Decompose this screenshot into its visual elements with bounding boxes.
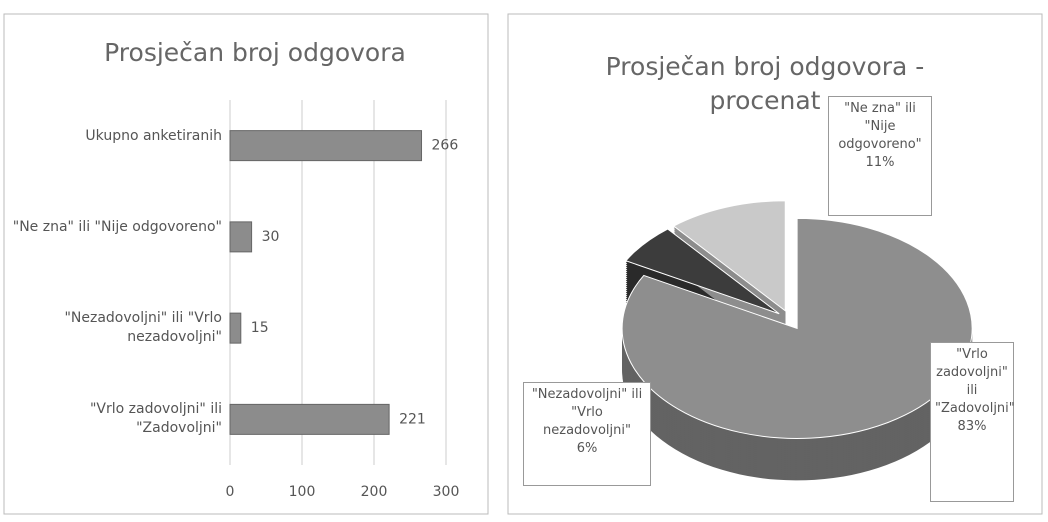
bar bbox=[229, 312, 242, 344]
y-tick-label: "Vrlo zadovoljni" ili "Zadovoljni" bbox=[89, 401, 222, 437]
x-tick-label: 100 bbox=[289, 484, 316, 500]
slice bbox=[621, 217, 973, 439]
data-label: 266 bbox=[432, 138, 459, 154]
bar-title: Prosječan broj odgovora bbox=[104, 38, 406, 67]
data-label-category: "Vrlo zadovoljni" ili "Zadovoljni" bbox=[935, 347, 1015, 416]
data-label: 83% bbox=[957, 419, 987, 434]
y-tick-label: "Nezadovoljni" ili "Vrlo nezadovoljni" bbox=[64, 310, 222, 346]
y-tick-label: "Ne zna" ili "Nije odgovoreno" bbox=[12, 218, 222, 235]
data-label: 221 bbox=[399, 411, 426, 427]
x-tick-label: 0 bbox=[226, 484, 235, 500]
slice bbox=[672, 200, 786, 312]
panel-border bbox=[3, 13, 489, 515]
data-label-category: "Ne zna" ili "Nije odgovoreno" bbox=[838, 101, 922, 152]
data-label-box: "Nezadovoljni" ili "Vrlo nezadovoljni" 6% bbox=[523, 382, 651, 486]
x-tick-label: 200 bbox=[361, 484, 388, 500]
panel-border bbox=[507, 13, 1043, 515]
slice bbox=[624, 228, 780, 315]
bar bbox=[229, 130, 423, 162]
x-tick-label: 300 bbox=[433, 484, 460, 500]
bar bbox=[229, 221, 253, 253]
data-label: 11% bbox=[865, 155, 895, 170]
data-label-box: "Vrlo zadovoljni" ili "Zadovoljni" 83% bbox=[930, 342, 1015, 502]
y-tick-label: Ukupno anketiranih bbox=[85, 127, 222, 144]
data-label: 30 bbox=[262, 229, 280, 245]
data-label: 15 bbox=[251, 320, 269, 336]
pie-title: Prosječan broj odgovora - procenat bbox=[605, 52, 925, 115]
data-label-box: "Ne zna" ili "Nije odgovoreno" 11% bbox=[828, 96, 932, 216]
data-label-category: "Nezadovoljni" ili "Vrlo nezadovoljni" bbox=[531, 387, 643, 438]
data-label: 6% bbox=[576, 441, 598, 456]
bar bbox=[229, 403, 390, 435]
